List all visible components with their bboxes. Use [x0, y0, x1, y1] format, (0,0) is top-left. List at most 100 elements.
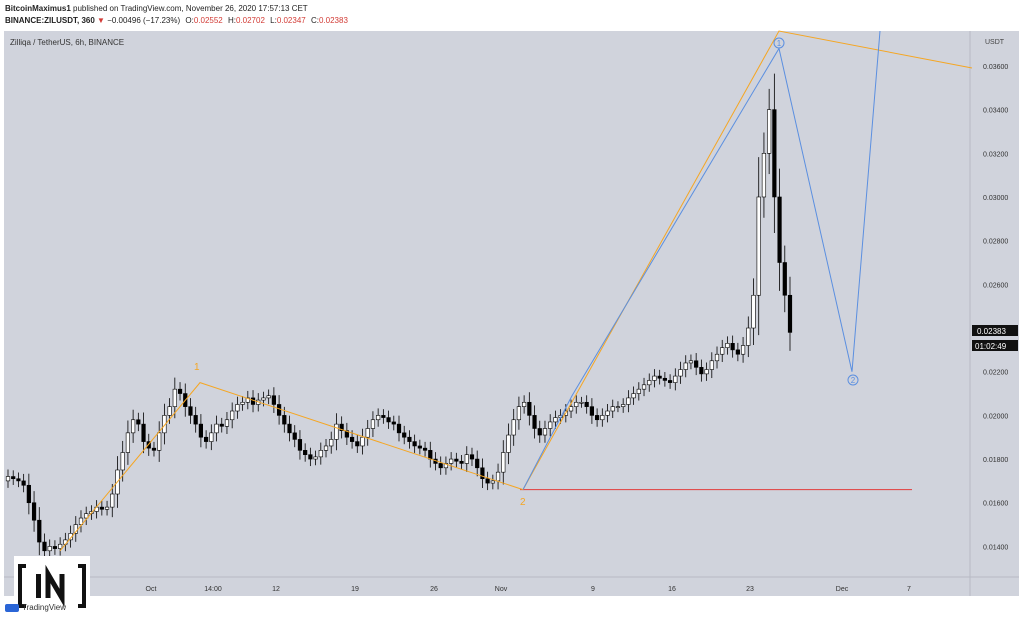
candle-up: [58, 543, 63, 549]
price-tick-label: 0.02000: [983, 413, 1008, 420]
candle-down: [177, 388, 183, 394]
candle-down: [349, 436, 355, 442]
price-axis[interactable]: [970, 31, 1019, 596]
price-change: −0.00496 (−17.23%): [107, 16, 181, 25]
price-tick-label: 0.03600: [983, 64, 1008, 71]
candle-up: [709, 360, 714, 370]
candle-up: [725, 343, 730, 348]
time-tick-label: 23: [746, 586, 754, 593]
candle-up: [636, 388, 641, 394]
candle-up: [652, 375, 657, 381]
candle-up: [506, 434, 511, 453]
candle-up: [464, 454, 469, 464]
wave-circle-blue-2: [847, 374, 859, 386]
candle-up: [261, 397, 266, 401]
last-price-value: 0.02383: [977, 327, 1006, 336]
symbol-label: BINANCE:ZILUSDT, 360: [5, 16, 95, 25]
down-arrow-icon: ▼: [97, 16, 105, 25]
candle-down: [193, 415, 198, 425]
publish-date: published on TradingView.com, November 2…: [73, 4, 308, 13]
candle-down: [250, 397, 256, 405]
candle-up: [5, 476, 11, 482]
candle-down: [16, 478, 21, 482]
candle-up: [615, 406, 621, 408]
candle-down: [402, 432, 407, 438]
candle-up: [704, 369, 709, 375]
brand-logo-icon: [18, 560, 86, 612]
candle-down: [339, 423, 344, 431]
candle-down: [407, 436, 412, 442]
candle-down: [11, 476, 16, 480]
candle-down: [438, 463, 443, 469]
candle-down: [151, 447, 157, 451]
candle-up: [553, 417, 558, 423]
candle-down: [282, 415, 287, 425]
candle-down: [99, 506, 104, 510]
candle-up: [490, 480, 495, 484]
candle-down: [188, 406, 193, 416]
candle-up: [495, 471, 501, 482]
candle-up: [714, 353, 720, 362]
low-label: L:: [270, 16, 277, 25]
close-value: 0.02383: [318, 16, 348, 25]
candle-up: [683, 362, 688, 370]
candle-up: [110, 493, 115, 508]
time-tick-label: Dec: [836, 586, 849, 593]
countdown-badge: [972, 340, 1018, 351]
candle-up: [318, 450, 323, 458]
candle-down: [391, 421, 396, 425]
candle-up: [626, 397, 631, 405]
candle-up: [610, 406, 615, 412]
candle-down: [204, 436, 209, 442]
time-axis[interactable]: [4, 577, 970, 596]
candle-down: [475, 458, 480, 469]
tradingview-logo[interactable]: TradingView: [5, 603, 66, 612]
candle-up: [673, 375, 678, 383]
publish-info: BitcoinMaximus1 published on TradingView…: [5, 4, 308, 13]
candle-down: [344, 430, 349, 438]
candle-up: [131, 419, 136, 434]
candle-down: [589, 406, 594, 416]
candle-down: [287, 423, 292, 434]
candle-up: [78, 517, 84, 525]
price-tick-label: 0.02600: [983, 282, 1008, 289]
candle-down: [386, 417, 391, 423]
candle-up: [756, 196, 761, 296]
candle-up: [120, 452, 125, 471]
author-name[interactable]: BitcoinMaximus1: [5, 4, 71, 13]
candle-down: [276, 404, 282, 416]
candle-down: [355, 441, 360, 447]
price-tick-label: 0.03400: [983, 108, 1008, 115]
time-tick-label: 7: [907, 586, 911, 593]
candle-up: [125, 432, 131, 453]
candle-down: [21, 480, 26, 486]
candle-up: [605, 410, 610, 416]
candle-down: [219, 423, 224, 427]
candle-down: [454, 458, 459, 462]
candle-up: [641, 384, 647, 390]
candle-up: [688, 360, 694, 364]
candle-down: [667, 380, 673, 383]
candle-down: [141, 423, 146, 442]
candle-down: [469, 454, 475, 460]
candle-up: [443, 463, 449, 469]
candle-down: [381, 415, 386, 418]
candle-up: [600, 415, 605, 421]
candle-up: [516, 406, 522, 421]
candle-up: [162, 415, 167, 434]
price-tick-label: 0.01800: [983, 457, 1008, 464]
candle-down: [730, 343, 735, 351]
candle-down: [527, 401, 532, 416]
candle-up: [746, 327, 751, 346]
plot-area[interactable]: [4, 31, 970, 577]
candle-down: [396, 423, 402, 434]
candle-up: [266, 395, 271, 399]
time-tick-label: Oct: [146, 586, 157, 593]
candle-up: [511, 419, 516, 436]
candle-up: [209, 432, 214, 442]
wave-circle-blue-1: [773, 37, 785, 49]
candle-up: [678, 369, 683, 377]
time-tick-label: 14:00: [204, 586, 222, 593]
candle-up: [323, 445, 329, 451]
